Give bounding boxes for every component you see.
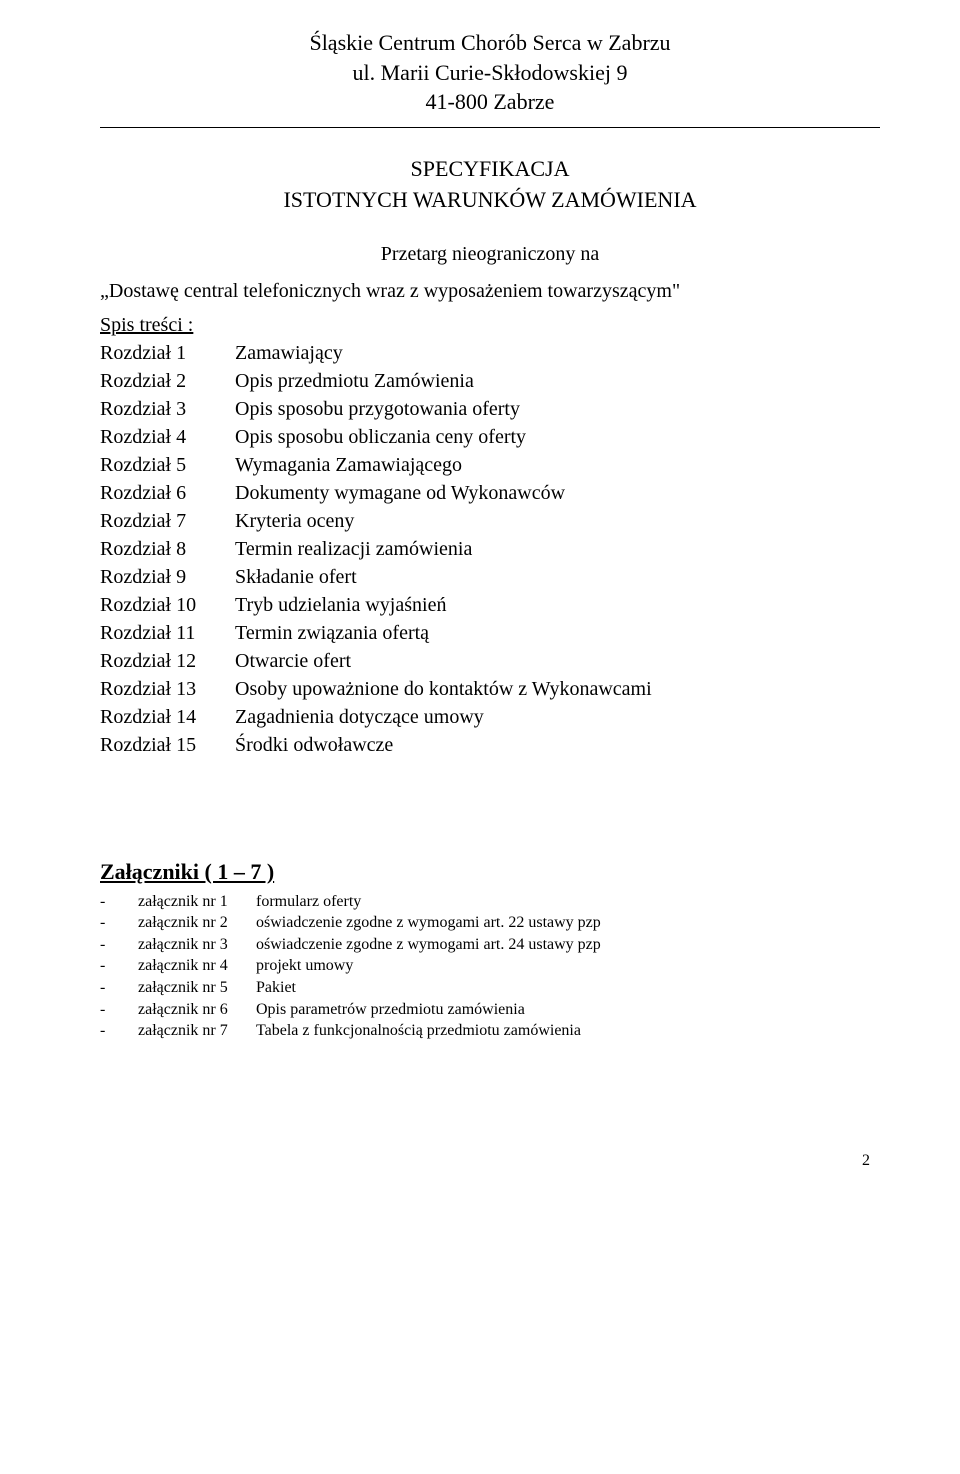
toc-row: Rozdział 1Zamawiający	[100, 339, 880, 367]
attachment-label: załącznik nr 2	[138, 912, 256, 934]
header-divider	[100, 127, 880, 128]
toc-row-text: Termin realizacji zamówienia	[235, 535, 472, 563]
toc-row: Rozdział 7Kryteria oceny	[100, 507, 880, 535]
header-line-2: ul. Marii Curie-Skłodowskiej 9	[100, 58, 880, 88]
attachment-dash: -	[100, 977, 138, 999]
toc-row: Rozdział 14Zagadnienia dotyczące umowy	[100, 703, 880, 731]
attachment-text: Opis parametrów przedmiotu zamówienia	[256, 999, 525, 1021]
toc-row: Rozdział 8Termin realizacji zamówienia	[100, 535, 880, 563]
toc-row-label: Rozdział 7	[100, 507, 235, 535]
toc-row-text: Otwarcie ofert	[235, 647, 351, 675]
attachment-text: oświadczenie zgodne z wymogami art. 24 u…	[256, 934, 601, 956]
attachment-label: załącznik nr 1	[138, 891, 256, 913]
toc-row-text: Tryb udzielania wyjaśnień	[235, 591, 446, 619]
toc-row-text: Opis sposobu obliczania ceny oferty	[235, 423, 526, 451]
toc-row-label: Rozdział 8	[100, 535, 235, 563]
toc-row: Rozdział 3Opis sposobu przygotowania ofe…	[100, 395, 880, 423]
toc-row-label: Rozdział 10	[100, 591, 235, 619]
toc-row-label: Rozdział 14	[100, 703, 235, 731]
toc-row-label: Rozdział 3	[100, 395, 235, 423]
toc-row-text: Opis przedmiotu Zamówienia	[235, 367, 474, 395]
toc-row: Rozdział 13Osoby upoważnione do kontaktó…	[100, 675, 880, 703]
toc-row-text: Wymagania Zamawiającego	[235, 451, 462, 479]
toc-row-text: Kryteria oceny	[235, 507, 354, 535]
attachment-text: Tabela z funkcjonalnością przedmiotu zam…	[256, 1020, 581, 1042]
attachments-list: -załącznik nr 1formularz oferty-załączni…	[100, 891, 880, 1042]
toc-row-label: Rozdział 6	[100, 479, 235, 507]
attachment-text: Pakiet	[256, 977, 296, 999]
toc-row: Rozdział 6Dokumenty wymagane od Wykonawc…	[100, 479, 880, 507]
toc-row-text: Opis sposobu przygotowania oferty	[235, 395, 520, 423]
attachment-text: oświadczenie zgodne z wymogami art. 22 u…	[256, 912, 601, 934]
attachment-text: projekt umowy	[256, 955, 353, 977]
toc-row-label: Rozdział 11	[100, 619, 235, 647]
toc-row: Rozdział 5Wymagania Zamawiającego	[100, 451, 880, 479]
attachment-row: -załącznik nr 7Tabela z funkcjonalnością…	[100, 1020, 880, 1042]
subject-line-2: „Dostawę central telefonicznych wraz z w…	[100, 277, 880, 306]
attachment-dash: -	[100, 934, 138, 956]
attachment-row: -załącznik nr 4projekt umowy	[100, 955, 880, 977]
toc-row: Rozdział 4Opis sposobu obliczania ceny o…	[100, 423, 880, 451]
attachment-text: formularz oferty	[256, 891, 361, 913]
document-page: Śląskie Centrum Chorób Serca w Zabrzu ul…	[0, 0, 960, 1230]
attachment-label: załącznik nr 6	[138, 999, 256, 1021]
toc-heading: Spis treści :	[100, 314, 880, 337]
toc-row-label: Rozdział 12	[100, 647, 235, 675]
attachment-dash: -	[100, 912, 138, 934]
toc-row: Rozdział 9Składanie ofert	[100, 563, 880, 591]
table-of-contents: Rozdział 1ZamawiającyRozdział 2Opis prze…	[100, 339, 880, 759]
toc-row-text: Dokumenty wymagane od Wykonawców	[235, 479, 565, 507]
attachment-row: -załącznik nr 1formularz oferty	[100, 891, 880, 913]
document-title: SPECYFIKACJA ISTOTNYCH WARUNKÓW ZAMÓWIEN…	[100, 154, 880, 216]
attachment-row: -załącznik nr 2oświadczenie zgodne z wym…	[100, 912, 880, 934]
toc-row-label: Rozdział 5	[100, 451, 235, 479]
toc-row: Rozdział 15Środki odwoławcze	[100, 731, 880, 759]
page-number: 2	[100, 1152, 880, 1170]
attachment-label: załącznik nr 5	[138, 977, 256, 999]
toc-row-label: Rozdział 13	[100, 675, 235, 703]
attachment-dash: -	[100, 891, 138, 913]
toc-row-label: Rozdział 9	[100, 563, 235, 591]
attachment-label: załącznik nr 3	[138, 934, 256, 956]
header-line-1: Śląskie Centrum Chorób Serca w Zabrzu	[100, 28, 880, 58]
title-line-1: SPECYFIKACJA	[100, 154, 880, 185]
attachment-dash: -	[100, 999, 138, 1021]
document-header: Śląskie Centrum Chorób Serca w Zabrzu ul…	[100, 28, 880, 117]
toc-row-text: Termin związania ofertą	[235, 619, 429, 647]
toc-row-label: Rozdział 4	[100, 423, 235, 451]
header-line-3: 41-800 Zabrze	[100, 87, 880, 117]
attachment-label: załącznik nr 7	[138, 1020, 256, 1042]
toc-row-label: Rozdział 1	[100, 339, 235, 367]
attachment-row: -załącznik nr 6Opis parametrów przedmiot…	[100, 999, 880, 1021]
toc-row-text: Środki odwoławcze	[235, 731, 393, 759]
toc-row-label: Rozdział 15	[100, 731, 235, 759]
toc-row: Rozdział 12Otwarcie ofert	[100, 647, 880, 675]
toc-row-text: Zamawiający	[235, 339, 343, 367]
toc-row-text: Osoby upoważnione do kontaktów z Wykonaw…	[235, 675, 652, 703]
toc-row: Rozdział 10Tryb udzielania wyjaśnień	[100, 591, 880, 619]
toc-row-text: Składanie ofert	[235, 563, 357, 591]
attachment-row: -załącznik nr 3oświadczenie zgodne z wym…	[100, 934, 880, 956]
attachment-label: załącznik nr 4	[138, 955, 256, 977]
subject-line-1: Przetarg nieograniczony na	[100, 240, 880, 269]
toc-row: Rozdział 11Termin związania ofertą	[100, 619, 880, 647]
attachments-heading: Załączniki ( 1 – 7 )	[100, 859, 880, 885]
attachment-dash: -	[100, 1020, 138, 1042]
attachment-dash: -	[100, 955, 138, 977]
toc-row-text: Zagadnienia dotyczące umowy	[235, 703, 484, 731]
attachment-row: -załącznik nr 5Pakiet	[100, 977, 880, 999]
toc-row: Rozdział 2Opis przedmiotu Zamówienia	[100, 367, 880, 395]
toc-row-label: Rozdział 2	[100, 367, 235, 395]
title-line-2: ISTOTNYCH WARUNKÓW ZAMÓWIENIA	[100, 185, 880, 216]
